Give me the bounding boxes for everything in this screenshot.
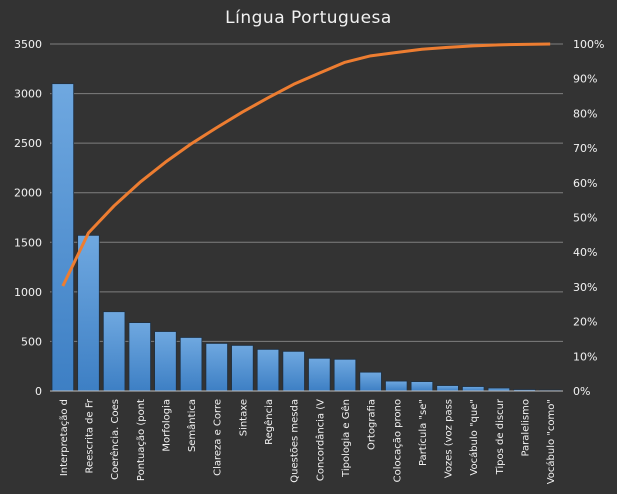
bar <box>128 322 151 392</box>
y-tick-label: 3500 <box>14 38 42 51</box>
x-tick-label: Ortografia <box>367 399 378 450</box>
x-tick-label: Pontuação (pont <box>136 399 147 481</box>
bar <box>461 386 485 392</box>
y2-tick-label: 20% <box>573 316 597 329</box>
x-tick-label: Questões mesda <box>290 399 301 483</box>
y-tick-label: 1500 <box>14 236 42 249</box>
y-tick-label: 2500 <box>14 137 42 150</box>
x-tick-label: Partícula "se" <box>417 399 429 466</box>
x-tick-label: Paralelismo <box>521 399 532 457</box>
bar <box>256 348 280 392</box>
y-tick-label: 1000 <box>14 286 42 299</box>
bar <box>385 380 408 392</box>
y2-tick-label: 90% <box>573 73 597 86</box>
x-tick-label: Colocação prono <box>392 399 403 482</box>
x-tick-label: Vocábulo "como" <box>545 399 557 484</box>
x-tick-label: Vocábulo "que" <box>468 399 480 476</box>
bar <box>102 311 126 392</box>
bar <box>410 381 434 392</box>
y2-tick-label: 70% <box>573 142 597 155</box>
bar <box>154 331 177 392</box>
bar <box>308 357 331 392</box>
y2-tick-label: 100% <box>573 38 604 51</box>
x-tick-label: Vozes (voz pass <box>444 399 455 478</box>
y2-tick-label: 0% <box>573 385 590 398</box>
cumulative-line <box>61 42 551 287</box>
x-tick-label: Coerência. Coes <box>109 399 121 480</box>
y2-tick-label: 60% <box>573 177 597 190</box>
x-tick-label: Reescrita de Fr <box>84 398 95 473</box>
y2-tick-label: 40% <box>573 246 597 259</box>
x-tick-label: Tipos de discur <box>495 398 506 475</box>
y2-tick-label: 30% <box>573 281 597 294</box>
bar <box>359 371 382 392</box>
bar <box>436 385 459 392</box>
y2-tick-label: 80% <box>573 107 597 120</box>
x-tick-label: Regência <box>263 399 275 445</box>
y-tick-label: 2000 <box>14 187 42 200</box>
bar <box>205 343 228 392</box>
chart-title: Língua Portuguesa <box>225 8 392 28</box>
y-tick-label: 0 <box>35 385 42 398</box>
y2-tick-label: 10% <box>573 350 597 363</box>
x-tick-label: Concordância (V <box>314 399 326 481</box>
x-tick-label: Morfologia <box>161 399 172 452</box>
x-tick-label: Tipologia e Gên <box>340 399 352 478</box>
y-tick-label: 3000 <box>14 88 42 101</box>
y-tick-label: 500 <box>21 335 42 348</box>
bar <box>179 337 203 392</box>
bar <box>77 234 100 392</box>
x-tick-label: Semântica <box>186 399 198 452</box>
bar <box>231 344 254 392</box>
x-tick-label: Interpretação d <box>59 399 70 476</box>
bar <box>51 83 75 392</box>
x-tick-label: Clareza e Corre <box>213 399 224 476</box>
bar <box>282 350 305 392</box>
x-tick-label: Sintaxe <box>238 399 249 436</box>
bar <box>333 358 357 392</box>
y2-tick-label: 50% <box>573 212 597 225</box>
